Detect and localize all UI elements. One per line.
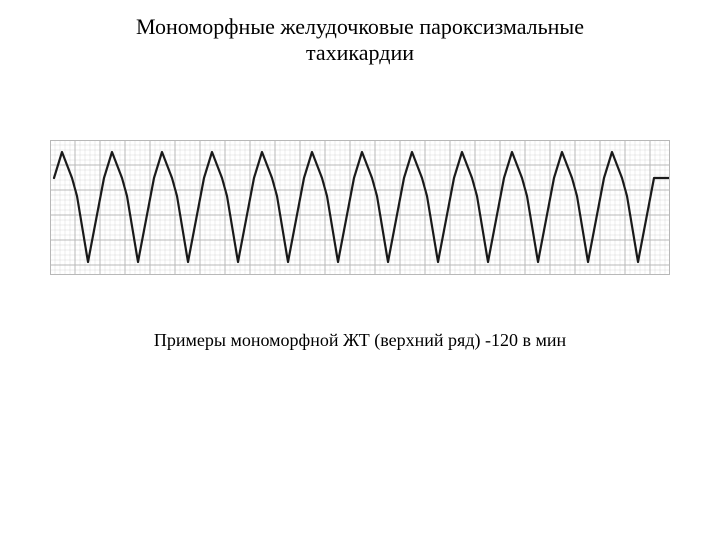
slide-title: Мономорфные желудочковые пароксизмальные…: [0, 0, 720, 67]
ecg-strip: [50, 140, 670, 275]
ecg-caption: Примеры мономорфной ЖТ (верхний ряд) -12…: [0, 330, 720, 351]
ecg-svg: [50, 140, 670, 275]
